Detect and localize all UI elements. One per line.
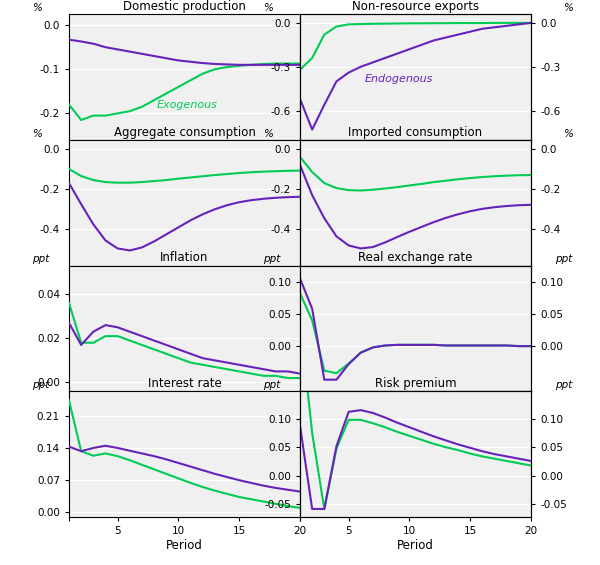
X-axis label: Period: Period [397, 539, 434, 552]
Title: Risk premium: Risk premium [374, 377, 457, 390]
Text: %: % [563, 129, 572, 138]
Title: Aggregate consumption: Aggregate consumption [113, 125, 256, 138]
Text: %: % [32, 3, 42, 13]
Text: Endogenous: Endogenous [365, 75, 433, 85]
X-axis label: Period: Period [166, 539, 203, 552]
Text: ppt: ppt [263, 254, 280, 264]
Title: Non-resource exports: Non-resource exports [352, 0, 479, 13]
Text: Exogenous: Exogenous [157, 99, 218, 110]
Title: Real exchange rate: Real exchange rate [358, 251, 473, 264]
Text: %: % [563, 3, 572, 13]
Text: ppt: ppt [555, 380, 572, 390]
Text: ppt: ppt [555, 254, 572, 264]
Title: Imported consumption: Imported consumption [349, 125, 482, 138]
Text: %: % [263, 129, 273, 138]
Text: ppt: ppt [32, 254, 49, 264]
Text: %: % [263, 3, 273, 13]
Text: ppt: ppt [263, 380, 280, 390]
Title: Inflation: Inflation [160, 251, 209, 264]
Text: ppt: ppt [32, 380, 49, 390]
Title: Interest rate: Interest rate [148, 377, 221, 390]
Title: Domestic production: Domestic production [123, 0, 246, 13]
Text: %: % [32, 129, 42, 138]
